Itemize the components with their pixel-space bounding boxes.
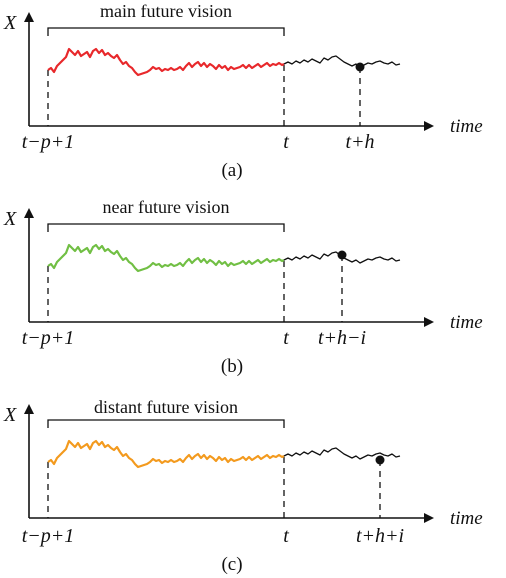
y-axis-arrowhead — [24, 404, 34, 414]
target-tick-label: t+h+i — [356, 525, 404, 547]
y-axis-label: X — [3, 12, 17, 34]
panel-caption: (c) — [221, 554, 242, 575]
future-series — [283, 447, 401, 460]
y-axis-arrowhead — [24, 12, 34, 22]
panel-title: near future vision — [103, 197, 230, 217]
history-series — [47, 243, 285, 273]
panel-title: distant future vision — [94, 397, 238, 417]
target-tick-label: t+h — [345, 131, 374, 153]
panel-a: X time main future vision t−p+1 t t+h (a… — [3, 1, 483, 181]
y-axis-label: X — [3, 404, 17, 426]
target-point — [355, 62, 365, 72]
panel-c: X time distant future vision t−p+1 t t+h… — [3, 397, 483, 575]
panel-caption: (a) — [221, 160, 242, 181]
y-axis-label: X — [3, 208, 17, 230]
start-tick-label: t−p+1 — [22, 327, 75, 349]
panel-title: main future vision — [100, 1, 232, 21]
x-axis-arrowhead — [424, 121, 434, 131]
now-tick-label: t — [283, 525, 289, 547]
x-axis-arrowhead — [424, 317, 434, 327]
target-tick-label: t+h−i — [318, 327, 366, 349]
now-tick-label: t — [283, 327, 289, 349]
history-series — [47, 439, 285, 469]
x-axis-label: time — [450, 508, 483, 529]
x-axis-label: time — [450, 116, 483, 137]
y-axis-arrowhead — [24, 208, 34, 218]
future-series — [283, 55, 401, 68]
start-tick-label: t−p+1 — [22, 131, 75, 153]
history-series — [47, 47, 285, 77]
now-tick-label: t — [283, 131, 289, 153]
panel-b: X time near future vision t−p+1 t t+h−i … — [3, 197, 483, 377]
x-axis-arrowhead — [424, 513, 434, 523]
history-window-bracket — [47, 27, 285, 36]
target-point — [375, 455, 385, 465]
panel-caption: (b) — [221, 356, 243, 377]
x-axis-label: time — [450, 312, 483, 333]
start-tick-label: t−p+1 — [22, 525, 75, 547]
target-point — [337, 250, 347, 260]
history-window-bracket — [47, 223, 285, 232]
history-window-bracket — [47, 419, 285, 428]
